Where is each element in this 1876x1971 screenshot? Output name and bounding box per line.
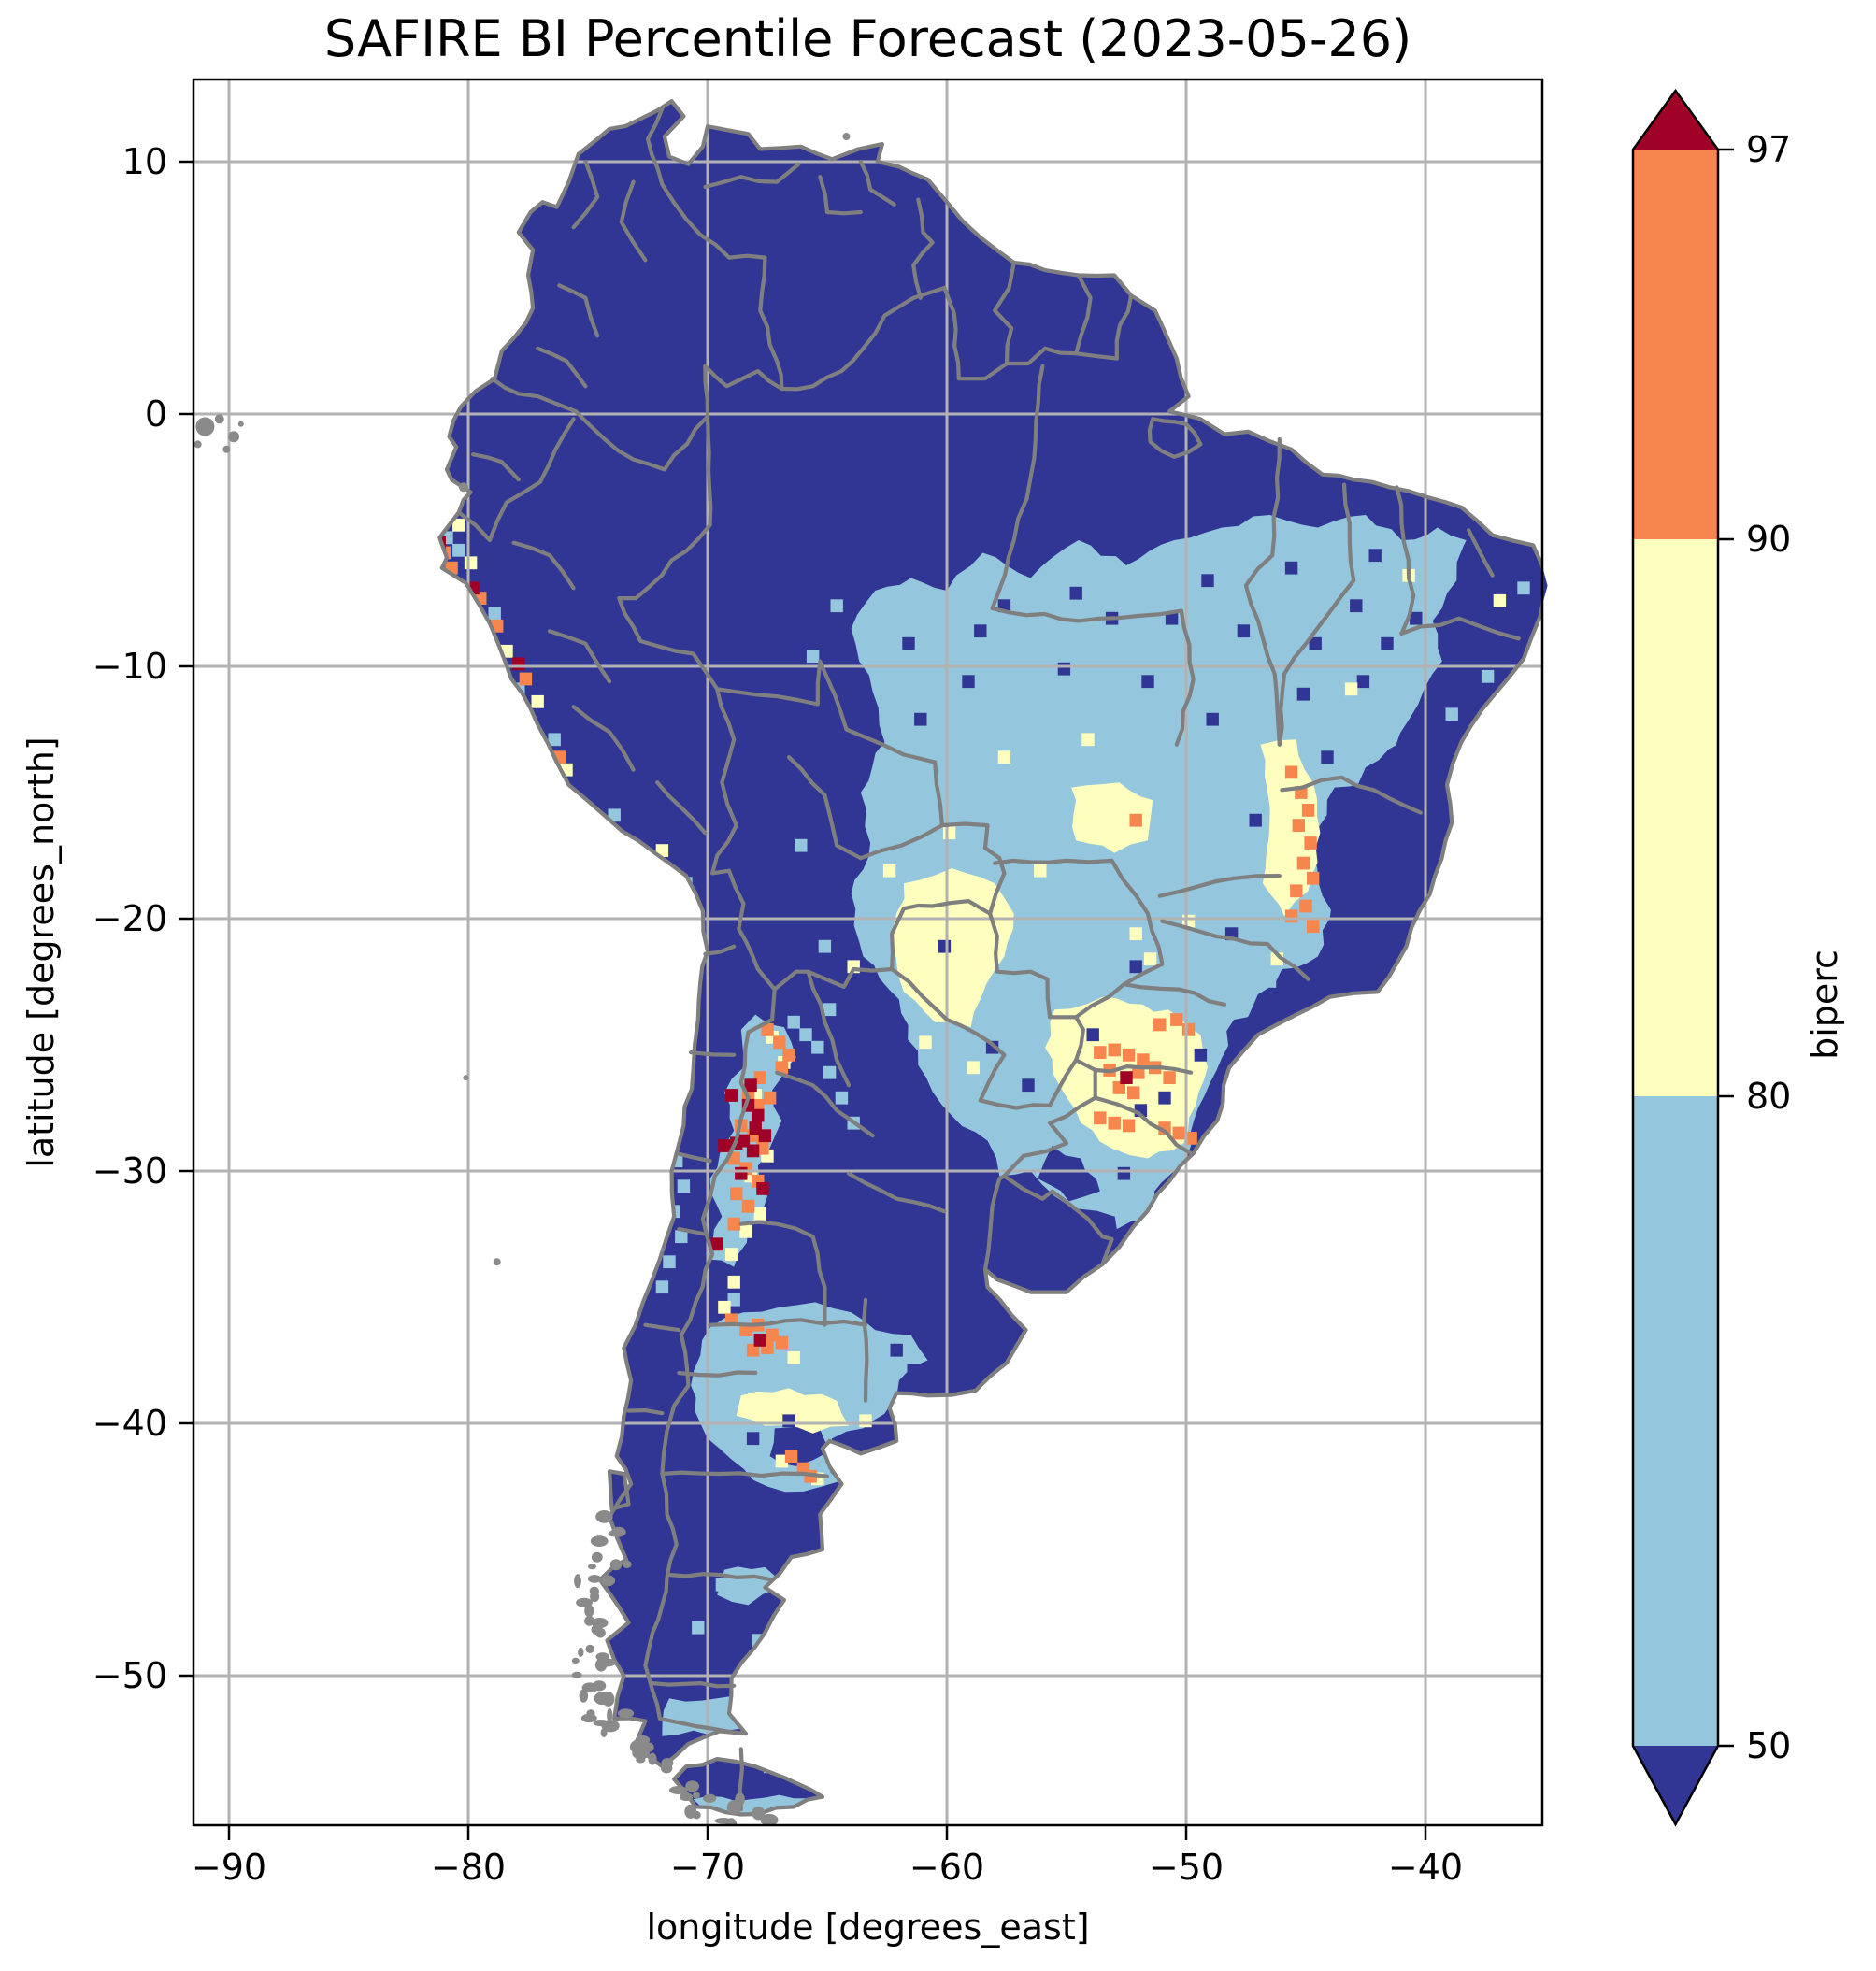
country-and-admin-borders: [437, 99, 1542, 1817]
x-tick-label: −50: [1149, 1847, 1224, 1888]
colorbar: 50 80 90 97: [1631, 88, 1791, 1827]
x-tick-label: −80: [431, 1847, 506, 1888]
colorbar-tick-label: 80: [1746, 1076, 1791, 1117]
y-tick-label: −40: [93, 1403, 167, 1444]
y-tick-label: −20: [93, 898, 167, 939]
x-tick-label: −70: [670, 1847, 745, 1888]
x-tick-label: −60: [909, 1847, 984, 1888]
colorbar-label: biperc: [1804, 950, 1845, 1060]
x-tick-label: −40: [1388, 1847, 1463, 1888]
colorbar-tick-label: 50: [1746, 1725, 1791, 1766]
y-tick-label: −30: [93, 1150, 167, 1192]
chart-title: SAFIRE BI Percentile Forecast (2023-05-2…: [323, 9, 1412, 68]
y-axis-label: latitude [degrees_north]: [21, 736, 62, 1168]
y-tick-label: 10: [122, 141, 167, 182]
colorbar-tick-label: 90: [1746, 519, 1791, 560]
x-tick-label: −90: [192, 1847, 266, 1888]
y-tick-label: 0: [145, 393, 167, 435]
axes: −90 −80 −70 −60 −50 −40 10 0 −10 −20 −30 −40 −50: [93, 78, 1544, 1888]
colorbar-tick-label: 97: [1746, 129, 1791, 170]
x-axis-label: longitude [degrees_east]: [646, 1907, 1090, 1948]
y-tick-label: −10: [93, 646, 167, 687]
islands: [193, 133, 851, 1825]
y-tick-label: −50: [93, 1655, 167, 1696]
